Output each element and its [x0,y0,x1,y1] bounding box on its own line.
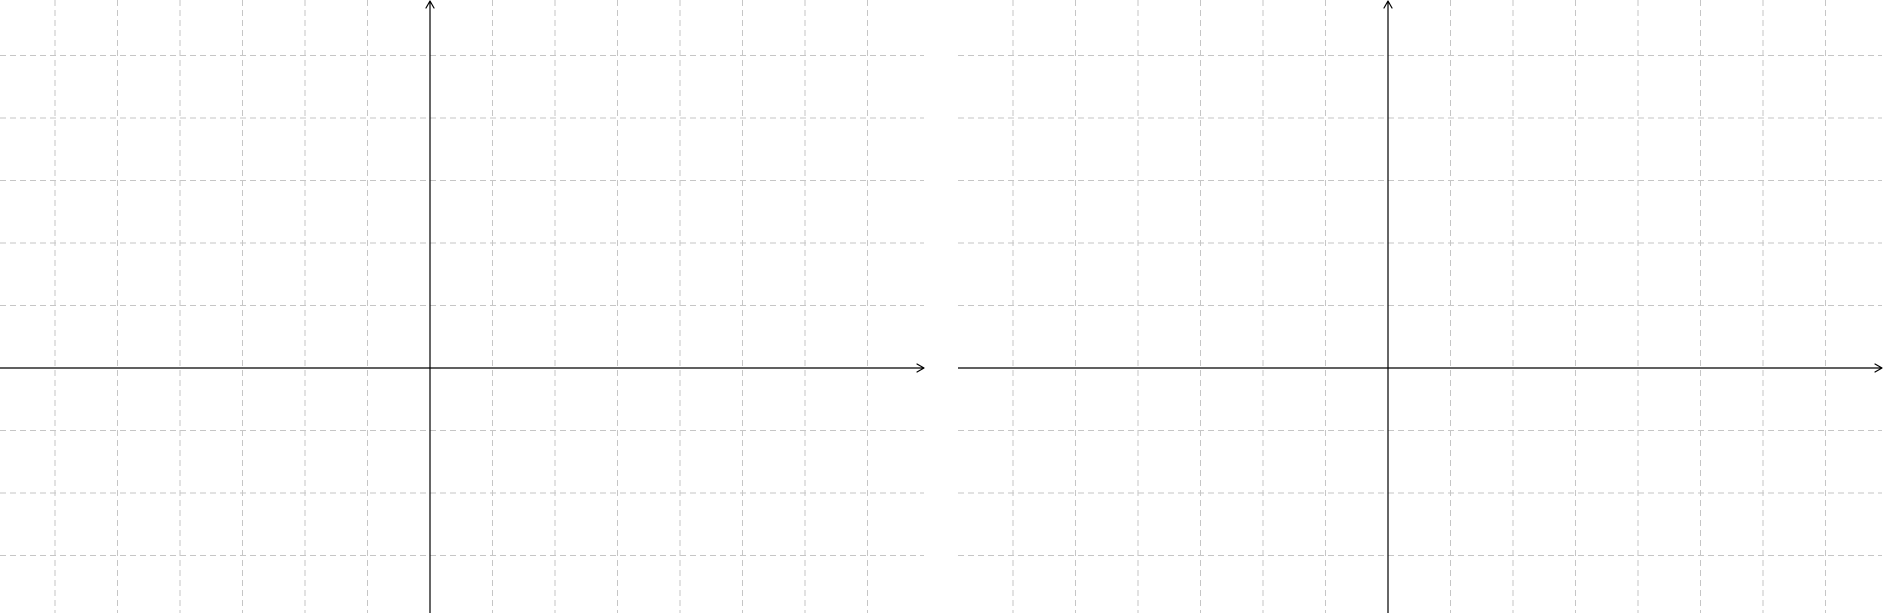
x-axis-arrow-icon [1874,363,1883,373]
y-axis-arrow-icon [425,0,435,9]
right-coordinate-grid [958,0,1883,613]
y-axis-arrow-icon [1383,0,1393,9]
x-axis-arrow-icon [916,363,925,373]
left-coordinate-grid [0,0,925,613]
